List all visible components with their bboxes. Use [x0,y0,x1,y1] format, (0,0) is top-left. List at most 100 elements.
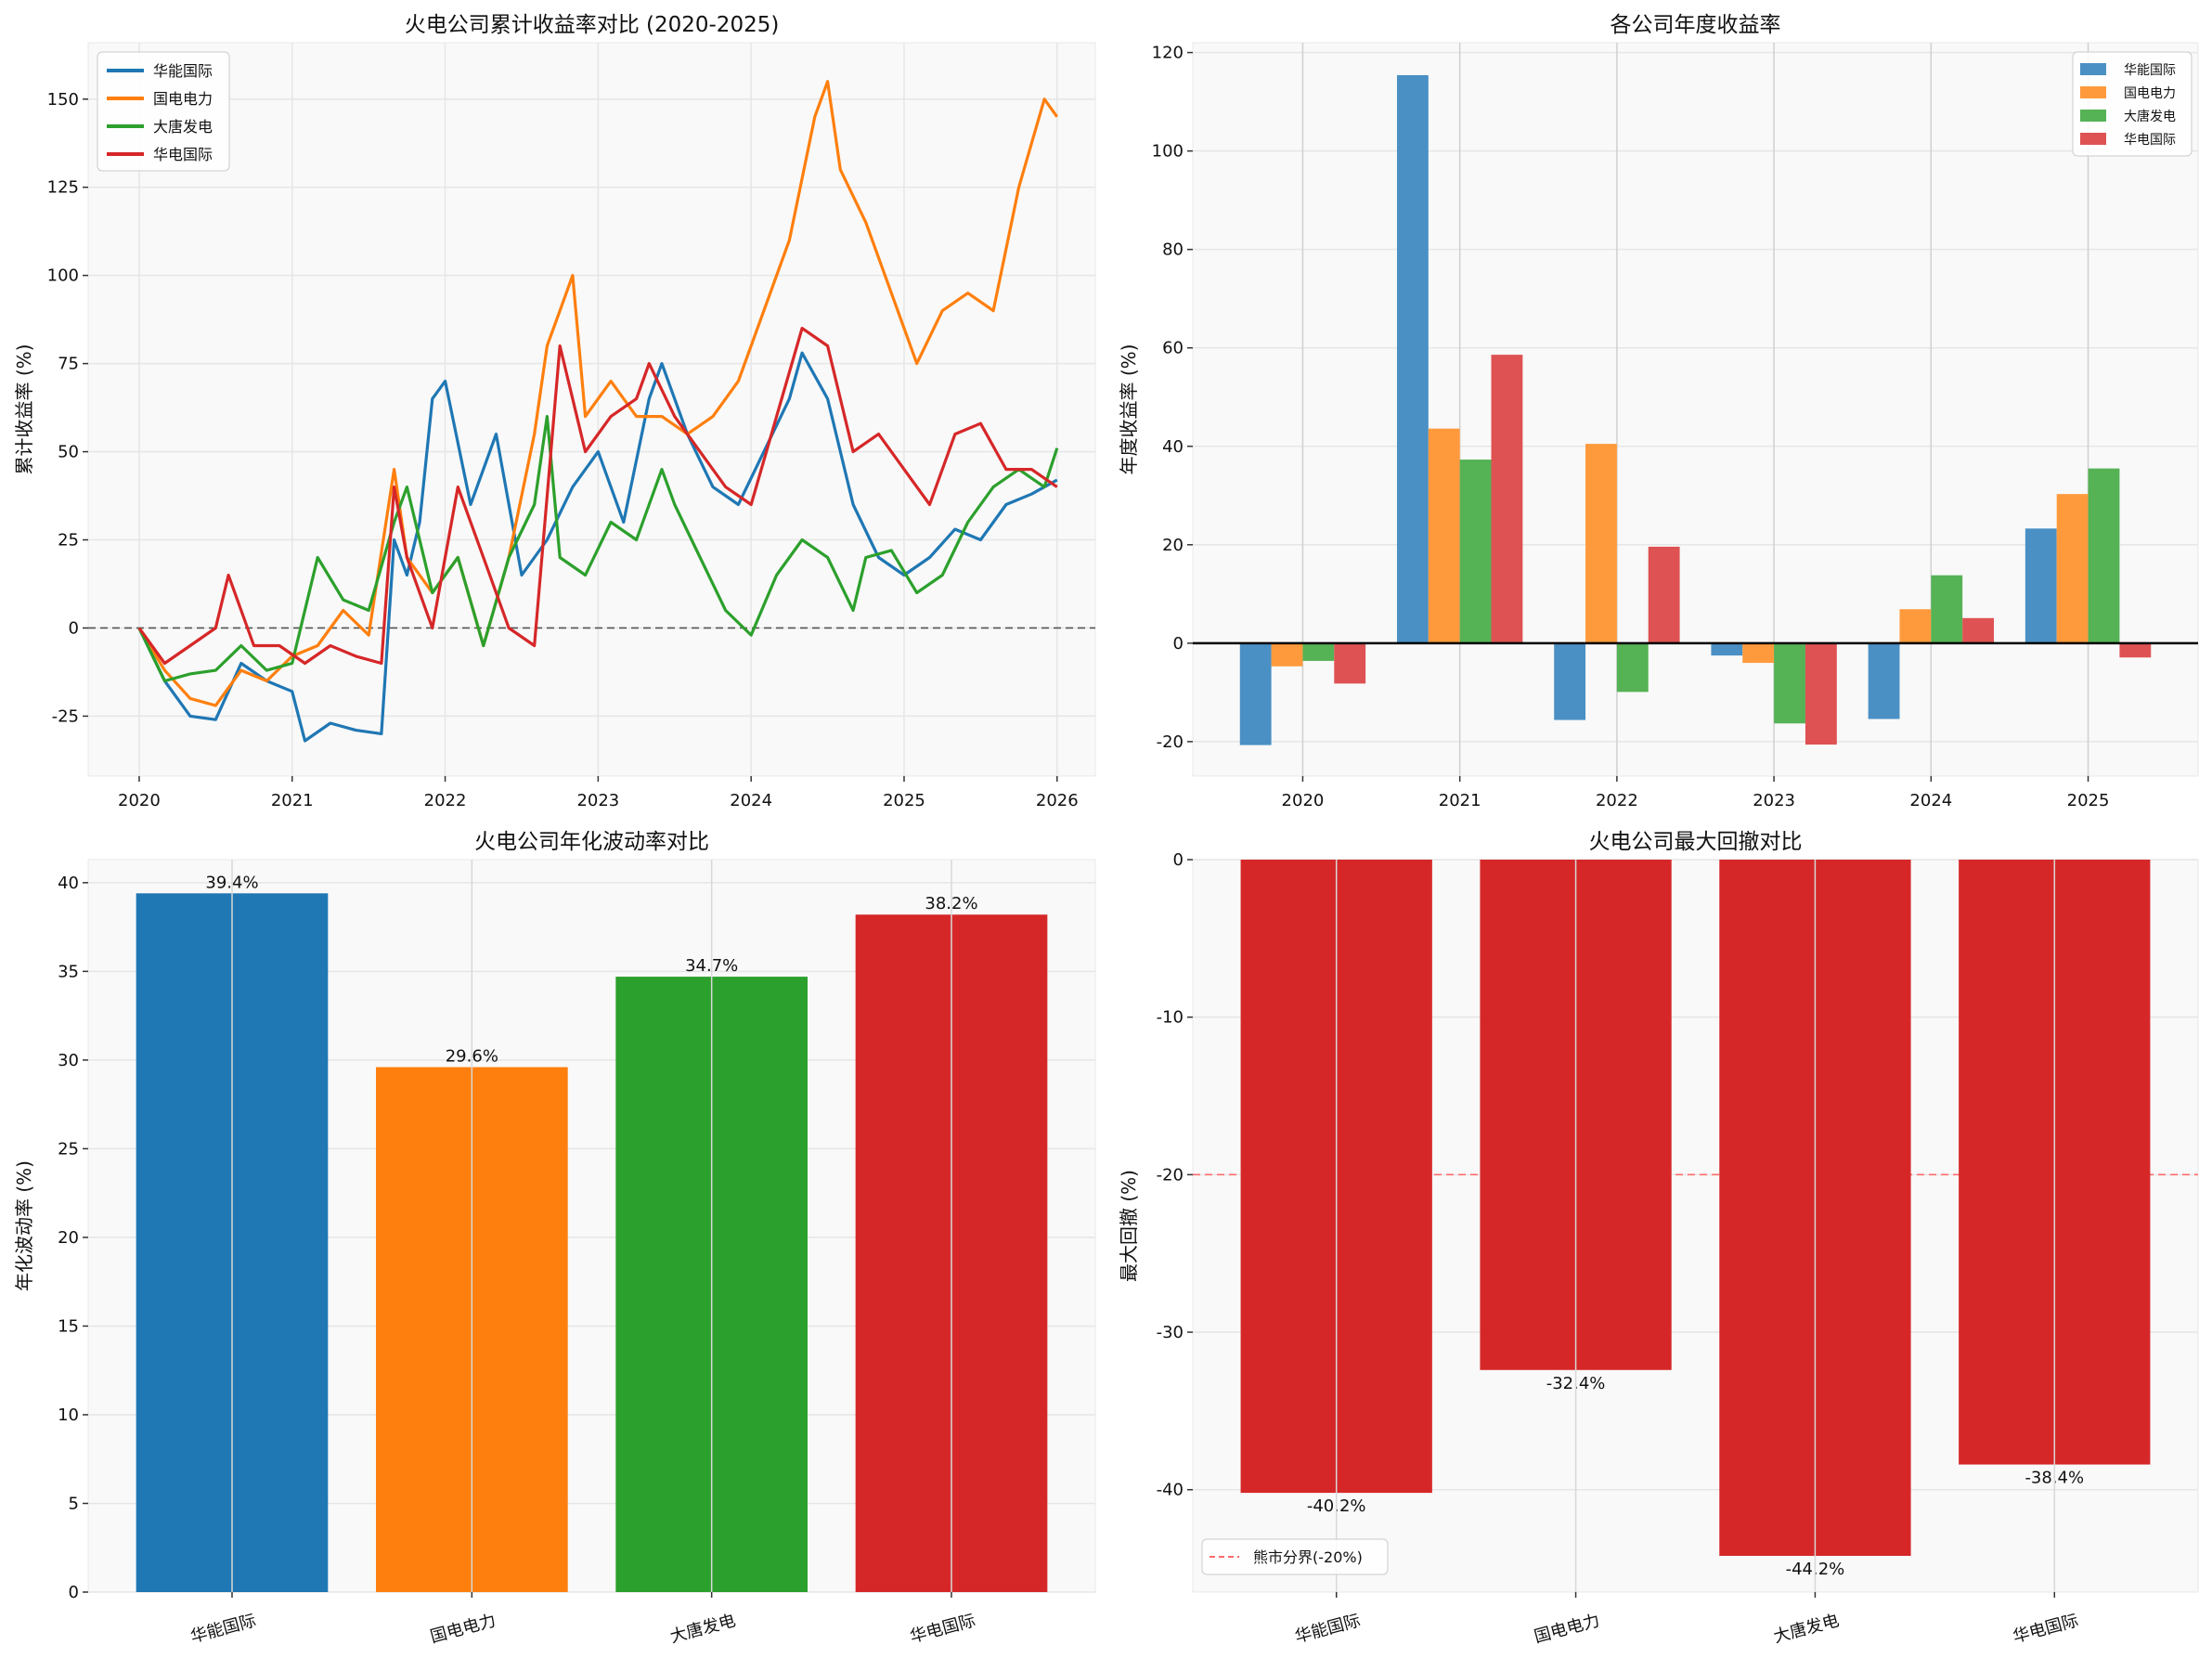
x-tick-label: 2021 [1439,791,1481,810]
bar-3-2023 [1774,642,1805,724]
y-axis-label: 年化波动率 (%) [13,1160,35,1291]
x-tick-label: 华能国际 [1293,1611,1363,1647]
line-series-2 [137,80,1059,707]
legend: 熊市分界(-20%) [1201,1538,1389,1575]
legend-box [97,51,230,172]
chart-title: 火电公司最大回撤对比 [1589,830,1803,854]
legend-label: 华能国际 [153,62,213,80]
y-tick-label: 50 [58,443,79,462]
legend-swatch [2080,86,2106,98]
bar-4-2021 [1491,355,1523,643]
y-tick-label: 120 [1152,44,1184,63]
legend-swatch [2080,63,2106,75]
bar-1-2025 [2024,528,2057,643]
y-tick-label: 25 [58,1139,79,1159]
y-tick-label: -25 [52,706,79,726]
legend-label: 国电电力 [153,90,213,108]
x-tick-label: 2024 [730,791,772,810]
x-tick-label: 2022 [424,791,467,810]
x-tick-label: 2021 [271,791,314,810]
legend-label: 华能国际 [2124,63,2176,78]
y-tick-label: -40 [1157,1481,1184,1500]
bar-1-2022 [1554,642,1586,720]
y-tick-label: 40 [58,874,79,893]
x-tick-label: 2025 [883,791,925,810]
x-tick-label: 2025 [2067,791,2110,810]
y-tick-label: 20 [1162,536,1184,555]
x-tick-label: 2026 [1036,791,1079,810]
x-tick-label: 华电国际 [2011,1611,2080,1647]
y-tick-label: 35 [58,962,79,981]
x-tick-label: 2020 [1282,791,1325,810]
bar-1-2021 [1396,74,1429,643]
x-tick-label: 国电电力 [1533,1611,1602,1647]
x-tick-label: 华能国际 [188,1611,258,1647]
legend-label: 熊市分界(-20%) [1253,1548,1363,1566]
line-series-4 [137,327,1058,666]
y-tick-label: -30 [1157,1323,1184,1342]
chart-title: 火电公司累计收益率对比 (2020-2025) [405,13,780,37]
chart-title: 各公司年度收益率 [1610,13,1781,37]
bar-4-2020 [1334,642,1366,684]
legend-box [1201,1538,1389,1575]
bar-3-2025 [2088,468,2120,643]
y-axis-label: 年度收益率 (%) [1118,344,1140,475]
bar-4-2025 [2119,642,2152,658]
bar-1-2023 [1711,642,1743,656]
y-tick-label: 5 [69,1494,79,1513]
y-tick-label: -20 [1157,1165,1184,1185]
bar-4-2024 [1962,617,1995,643]
bar-2-2022 [1585,444,1617,643]
y-tick-label: 40 [1162,437,1184,457]
y-tick-label: -10 [1157,1008,1184,1028]
x-tick-label: 大唐发电 [668,1611,738,1647]
legend-swatch [2080,110,2106,122]
y-tick-label: -20 [1157,732,1184,752]
bar-3-2021 [1459,460,1492,643]
legend-label: 国电电力 [2124,86,2176,101]
x-tick-label: 2023 [576,791,619,810]
y-tick-label: 0 [1173,634,1184,654]
y-tick-label: 125 [47,178,79,198]
legend-label: 大唐发电 [153,118,213,136]
legend-swatch [2080,133,2106,145]
legend-label: 大唐发电 [2124,109,2176,124]
bar-2-2023 [1742,642,1775,664]
y-tick-label: 100 [1152,142,1184,162]
bar-1-2024 [1868,642,1900,719]
bar-3-2024 [1931,575,1963,643]
line-series-3 [137,415,1059,683]
bar-2-2021 [1428,428,1460,643]
y-tick-label: 0 [69,618,79,638]
x-tick-label: 2024 [1909,791,1952,810]
line-series-1 [137,351,1058,743]
legend-label: 华电国际 [2124,133,2176,148]
legend-box [2072,51,2193,157]
bar-3-2020 [1302,642,1335,661]
bar-2-2024 [1899,609,1932,643]
y-tick-label: 10 [58,1405,79,1425]
bar-1-2020 [1239,642,1272,745]
x-tick-label: 大唐发电 [1772,1611,1842,1647]
y-tick-label: 150 [47,90,79,110]
y-tick-label: 25 [58,531,79,551]
bar-4-2023 [1805,642,1837,745]
y-tick-label: 60 [1162,339,1184,358]
bar-4-2022 [1648,546,1680,643]
bar-2-2020 [1271,642,1303,667]
y-tick-label: 15 [58,1316,79,1336]
y-tick-label: 30 [58,1051,79,1070]
y-tick-label: 80 [1162,240,1184,260]
bar-2-2025 [2056,494,2089,643]
bar-3-2022 [1616,642,1649,693]
legend-label: 华电国际 [153,146,213,163]
x-tick-label: 华电国际 [908,1611,977,1647]
subplot-1: 火电公司累计收益率对比 (2020-2025) 累计收益率 (%) -25 0 25 50… [13,13,1096,810]
y-tick-label: 100 [47,266,79,286]
y-tick-label: 0 [69,1583,79,1602]
